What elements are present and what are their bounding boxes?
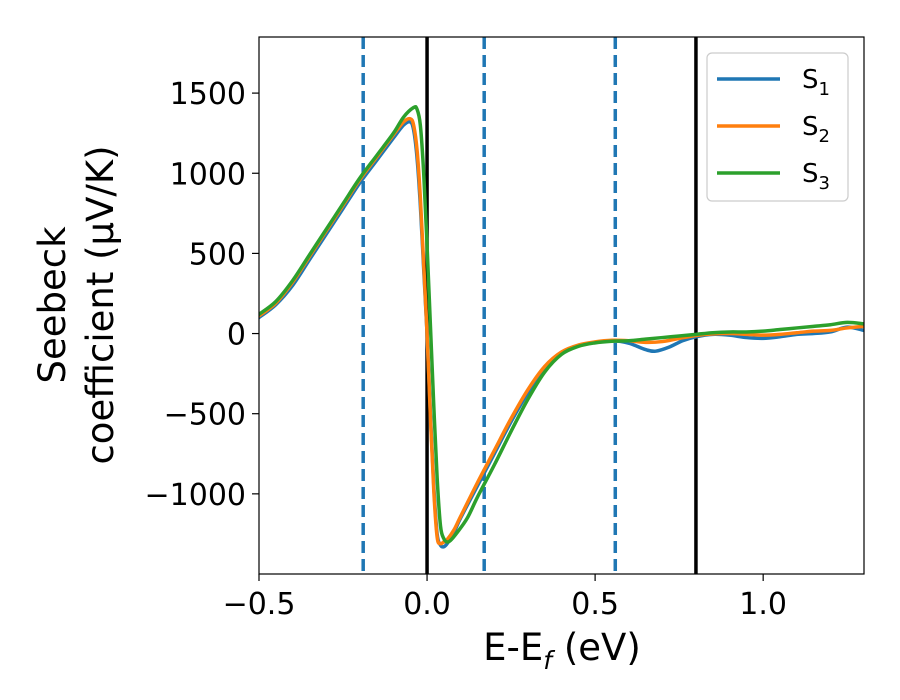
series-line-s3 [259,104,864,544]
x-tick-label: −0.5 [223,587,296,622]
x-axis-title-main: E-E [483,626,543,669]
plot-frame [258,36,865,575]
legend: S1 S2 S3 [706,52,849,202]
x-axis-title-tail: (eV) [552,626,641,669]
axis-ticks: −0.5 0.0 0.5 1.0 1500 1000 500 0 −500 −1000 [145,77,788,622]
y-axis-title-line2: coefficient (μV/K) [79,145,122,464]
y-tick-label: −500 [164,398,246,433]
legend-label-s1: S1 [802,65,830,100]
y-tick-label: 1500 [170,77,246,112]
reference-lines [361,37,698,574]
x-axis-title: E-Ef (eV) [483,626,641,675]
legend-label-s3: S3 [802,159,830,194]
y-axis-title-line1: Seebeck [31,226,74,384]
y-tick-label: −1000 [145,478,246,513]
y-tick-label: 500 [189,237,246,272]
legend-label-s2: S2 [802,112,830,147]
x-tick-label: 0.0 [403,587,451,622]
series-lines [259,104,864,549]
x-tick-label: 1.0 [739,587,787,622]
y-tick-label: 1000 [170,157,246,192]
x-tick-label: 0.5 [571,587,619,622]
y-tick-label: 0 [227,318,246,353]
